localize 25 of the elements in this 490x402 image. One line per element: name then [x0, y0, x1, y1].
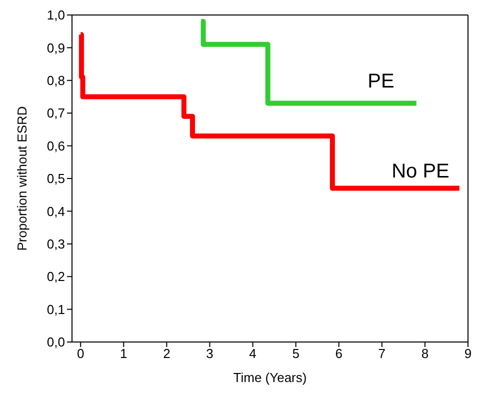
- x-tick-label: 2: [163, 346, 170, 362]
- y-tick-label: 0,9: [46, 40, 65, 56]
- y-tick-label: 0,4: [46, 204, 65, 219]
- x-tick-label: 7: [378, 346, 386, 362]
- x-tick-label: 9: [464, 346, 472, 362]
- y-tick-label: 0,6: [46, 138, 65, 154]
- y-tick-label: 0,3: [46, 236, 65, 252]
- y-tick-label: 1,0: [46, 8, 65, 23]
- x-tick-label: 5: [292, 346, 300, 362]
- y-tick-label: 0,0: [46, 334, 65, 350]
- y-tick-label: 0,1: [46, 302, 65, 317]
- y-axis-title: Proportion without ESRD: [14, 106, 30, 251]
- x-tick-label: 4: [249, 346, 256, 362]
- x-axis-title: Time (Years): [233, 370, 307, 385]
- x-tick-label: 8: [421, 346, 429, 362]
- x-tick-label: 6: [335, 346, 342, 362]
- series-label: PE: [368, 70, 394, 92]
- y-tick-label: 0,5: [46, 171, 65, 186]
- x-tick-label: 3: [206, 346, 214, 362]
- y-tick-label: 0,8: [46, 73, 65, 88]
- x-tick-label: 1: [120, 346, 128, 362]
- series-label: No PE: [392, 160, 450, 182]
- y-tick-label: 0,7: [46, 106, 65, 121]
- x-tick-label: 0: [76, 346, 84, 362]
- y-tick-label: 0,2: [46, 269, 65, 284]
